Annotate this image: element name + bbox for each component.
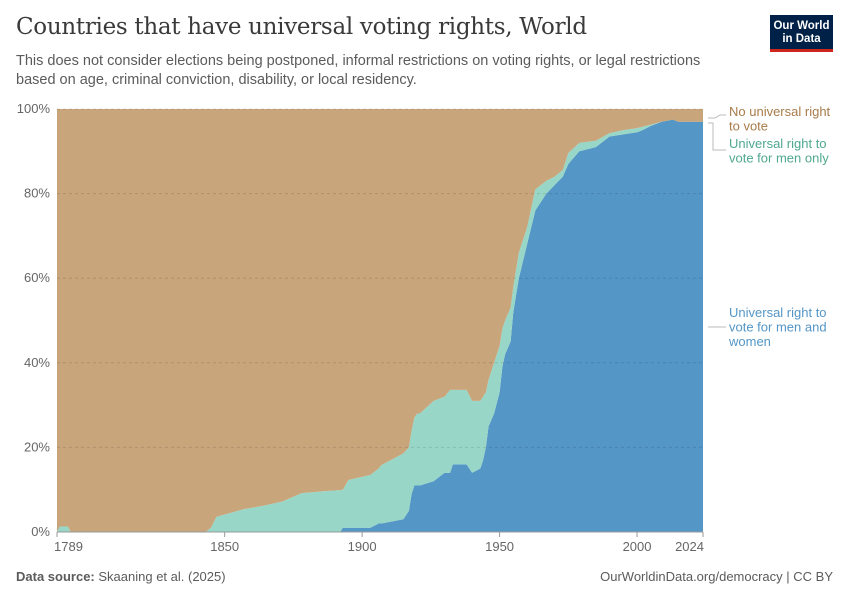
x-tick-label: 1850 (210, 539, 239, 554)
x-tick-label: 2000 (623, 539, 652, 554)
owid-logo[interactable]: Our World in Data (770, 15, 833, 52)
chart-subtitle: This does not consider elections being p… (16, 53, 701, 88)
y-tick-label: 0% (31, 524, 50, 539)
data-source: Data source: Skaaning et al. (2025) (16, 569, 226, 584)
area-men-and-women[interactable] (57, 119, 703, 532)
footer-url[interactable]: OurWorldinData.org/democracy | CC BY (600, 569, 833, 584)
legend-connector (708, 122, 726, 151)
x-tick-label: 1789 (54, 539, 83, 554)
legend-men-and-women[interactable]: Universal right to (729, 305, 827, 320)
y-tick-label: 80% (24, 186, 50, 201)
legend-men-and-women[interactable]: vote for men and (729, 320, 827, 335)
source-label: Data source: (16, 569, 95, 584)
legend-men-only[interactable]: Universal right to (729, 136, 827, 151)
y-tick-label: 60% (24, 270, 50, 285)
chart-title: Countries that have universal voting rig… (16, 14, 587, 40)
logo-text: Our World in Data (773, 20, 830, 45)
area-no-universal-right[interactable] (57, 109, 703, 532)
legend-connector (708, 114, 726, 119)
x-tick-label: 1900 (348, 539, 377, 554)
source-text[interactable]: Skaaning et al. (2025) (98, 569, 226, 584)
legend-men-and-women[interactable]: women (728, 334, 771, 349)
x-tick-label: 2024 (675, 539, 704, 554)
legend-no-universal-right[interactable]: to vote (729, 119, 768, 134)
y-tick-label: 100% (17, 101, 51, 116)
y-tick-label: 40% (24, 355, 50, 370)
legend-men-only[interactable]: vote for men only (729, 151, 829, 166)
legend-no-universal-right[interactable]: No universal right (729, 104, 831, 119)
x-tick-label: 1950 (485, 539, 514, 554)
y-tick-label: 20% (24, 439, 50, 454)
